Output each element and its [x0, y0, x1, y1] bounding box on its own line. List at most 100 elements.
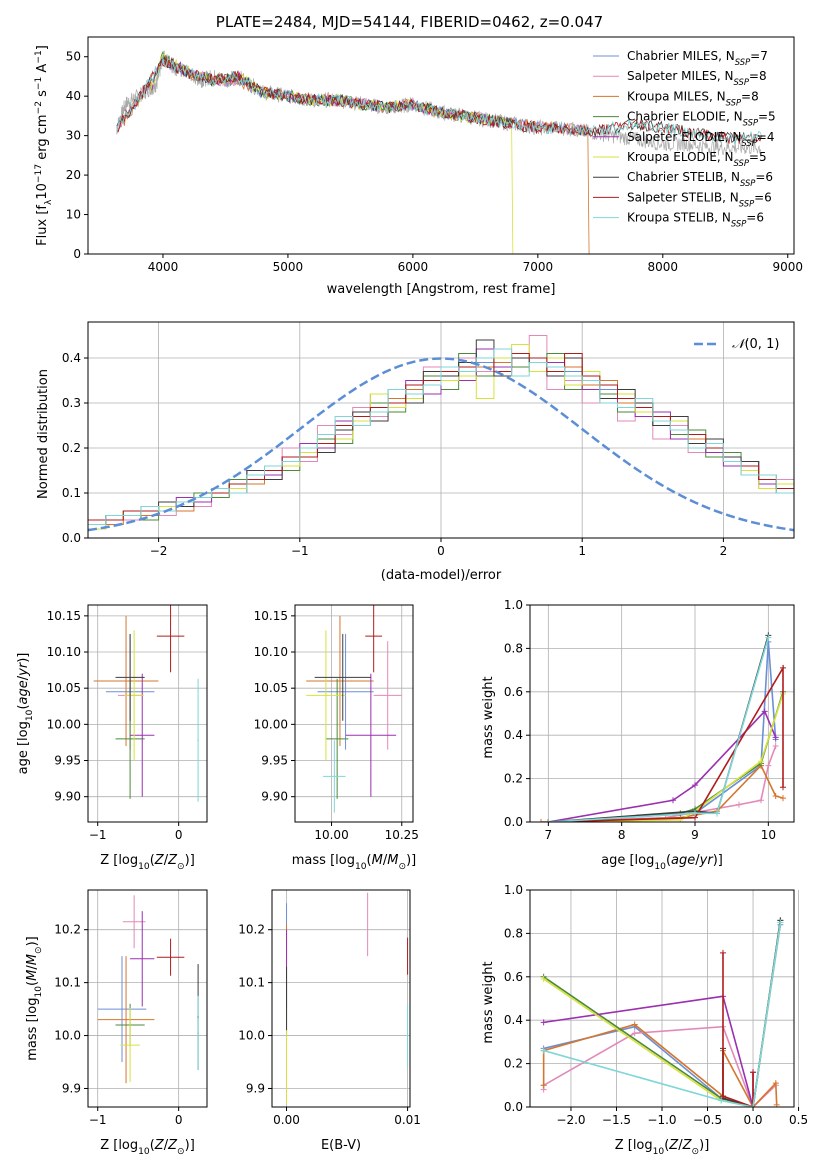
y-tick-label: 0.8 — [504, 641, 523, 655]
marker-plus — [758, 758, 764, 765]
axes-frame — [87, 889, 208, 1108]
y-tick-label: 0.0 — [62, 531, 81, 545]
y-tick-label: 30 — [66, 129, 81, 143]
panel-weight_vs_age: 7 8 9 10 0.0 0.2 0.4 0.6 0.8 1.0 age [log10(age/yr… — [481, 598, 795, 872]
y-tick-label: 10.0 — [54, 1029, 81, 1043]
marker-plus — [765, 634, 772, 641]
marker-plus — [540, 1019, 547, 1026]
marker-plus — [765, 762, 772, 769]
observed-spectrum — [116, 50, 762, 157]
y-axis-label: mass weight — [481, 961, 496, 1043]
y-tick-label: 20 — [66, 168, 81, 182]
marker-plus — [545, 819, 552, 822]
x-tick-label: 8000 — [648, 260, 679, 274]
x-tick-label: −1.0 — [647, 1113, 676, 1127]
marker-plus — [540, 975, 547, 982]
y-tick-label: 9.90 — [261, 790, 288, 804]
marker-plus — [772, 792, 779, 799]
spectrum-series-2 — [116, 56, 590, 254]
marker-plus — [692, 810, 698, 817]
x-tick-label: 0 — [437, 544, 445, 558]
marker-plus — [714, 810, 720, 817]
legend-entry: Kroupa STELIB, NSSP=6 — [627, 211, 764, 229]
y-tick-label: 0.6 — [504, 970, 523, 984]
legend-entry: Kroupa ELODIE, NSSP=5 — [627, 150, 767, 168]
x-tick-label: −1.5 — [602, 1113, 631, 1127]
panel-spectrum: 4000 5000 6000 7000 8000 9000 0 10 20 30 40 50 wavel… — [34, 36, 803, 297]
plot-area-residuals — [88, 335, 794, 532]
marker-plus — [780, 784, 786, 791]
spectrum-series-6 — [116, 56, 762, 144]
y-tick-label: 0.6 — [504, 685, 523, 699]
y-tick-label: 0.4 — [504, 728, 523, 742]
y-tick-label: 0.4 — [62, 351, 81, 365]
y-tick-label: 10 — [66, 208, 81, 222]
marker-plus — [750, 1104, 757, 1107]
legend: Chabrier MILES, NSSP=7 Salpeter MILES, NS… — [593, 49, 776, 229]
spectrum-series-5 — [150, 53, 514, 254]
y-tick-label: 1.0 — [504, 883, 523, 897]
weight-series-7 — [722, 952, 754, 1107]
y-tick-label: 10.2 — [238, 923, 265, 937]
panel-weight_vs_Z: −2.0 −1.5 −1.0 −0.5 0.0 0.5 0.0 0.2 0.4 0.6 0.8 1.0… — [481, 883, 808, 1157]
panel-age_vs_Z: −1 0 9.90 9.95 10.00 10.05 10.10 10.15 Z [log10(… — [16, 604, 208, 872]
y-axis-label: mass weight — [481, 676, 496, 758]
spectrum-series-7 — [116, 56, 762, 146]
y-tick-label: 50 — [66, 50, 81, 64]
spectrum-series-8 — [116, 58, 762, 146]
x-tick-label: 7 — [545, 828, 553, 842]
marker-plus — [772, 743, 779, 750]
marker-plus — [540, 1047, 547, 1054]
histogram-series-1 — [88, 335, 794, 530]
x-tick-label: 0.01 — [394, 1113, 421, 1127]
legend-entry: Kroupa MILES, NSSP=8 — [627, 89, 759, 107]
x-tick-label: 9000 — [772, 260, 803, 274]
x-axis-label: mass [log10(M/M⊙)] — [292, 853, 416, 872]
plot-area-weight_vs_age — [538, 632, 786, 822]
y-tick-label: 10.1 — [54, 976, 81, 990]
panel-mass_vs_EBV: 0.00 0.01 9.9 10.0 10.1 10.2 E(B-V) — [238, 889, 421, 1153]
x-tick-label: 6000 — [398, 260, 429, 274]
y-tick-label: 10.05 — [254, 681, 288, 695]
marker-plus — [538, 819, 544, 822]
x-tick-label: −1 — [89, 828, 107, 842]
y-tick-label: 0.0 — [504, 1100, 523, 1114]
y-tick-label: 0.2 — [62, 441, 81, 455]
axes-frame — [294, 604, 414, 823]
x-tick-label: 0.0 — [743, 1113, 762, 1127]
weight-series-6 — [548, 635, 770, 822]
legend-entry: Chabrier MILES, NSSP=7 — [627, 49, 768, 67]
histogram-series-5 — [88, 344, 794, 530]
marker-plus — [780, 664, 786, 671]
marker-plus — [540, 1082, 547, 1089]
weight-series-6 — [722, 920, 782, 1107]
marker-plus — [670, 797, 676, 804]
x-tick-label: 9 — [691, 828, 699, 842]
x-tick-label: 7000 — [523, 260, 554, 274]
axes-frame — [529, 604, 795, 823]
marker-plus — [631, 1021, 638, 1028]
y-tick-label: 10.00 — [47, 717, 81, 731]
x-tick-label: 2 — [720, 544, 728, 558]
x-tick-label: −0.5 — [693, 1113, 722, 1127]
y-tick-label: 0.2 — [504, 772, 523, 786]
x-axis-label: age [log10(age/yr)] — [601, 853, 723, 872]
axes-frame — [529, 889, 795, 1108]
x-axis-label: wavelength [Angstrom, rest frame] — [327, 282, 556, 297]
y-tick-label: 10.05 — [47, 681, 81, 695]
x-tick-label: 0 — [175, 828, 183, 842]
y-tick-label: 0.1 — [62, 486, 81, 500]
marker-plus — [719, 949, 726, 956]
histogram-series-0 — [88, 357, 794, 525]
y-tick-label: 0.0 — [504, 815, 523, 829]
x-axis-label: E(B-V) — [321, 1138, 361, 1153]
y-tick-label: 0 — [73, 247, 81, 261]
y-tick-label: 9.90 — [54, 790, 81, 804]
legend-entry: Salpeter MILES, NSSP=8 — [627, 69, 767, 87]
x-tick-label: 10.25 — [385, 828, 419, 842]
x-tick-label: −1 — [89, 1113, 107, 1127]
histogram-series-8 — [88, 348, 794, 525]
y-tick-label: 0.4 — [504, 1013, 523, 1027]
weight-series-1 — [542, 1025, 777, 1107]
plot-area-age_vs_mass — [306, 605, 402, 813]
